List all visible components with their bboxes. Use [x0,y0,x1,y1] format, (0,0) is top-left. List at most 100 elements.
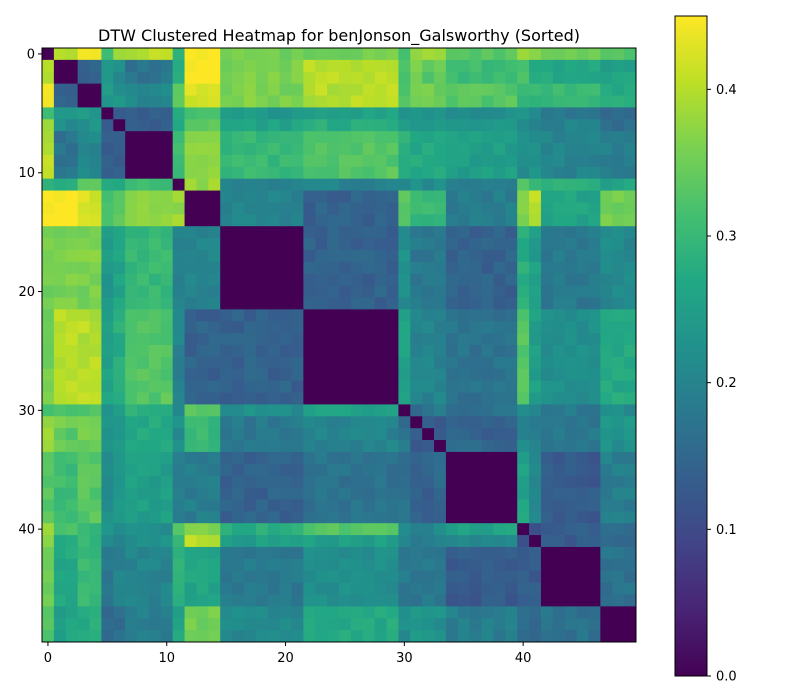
heatmap-cell [481,440,494,453]
heatmap-cell [184,630,197,643]
heatmap-cell [267,404,280,417]
heatmap-cell [624,535,637,548]
heatmap-cell [279,463,292,477]
heatmap-cell [505,261,518,275]
heatmap-cell [481,273,494,286]
heatmap-cell [612,416,625,429]
heatmap-cell [350,440,364,453]
heatmap-cell [137,238,150,251]
heatmap-cell [398,416,411,429]
heatmap-cell [434,463,447,477]
heatmap-cell [481,463,494,477]
heatmap-cell [172,630,185,643]
heatmap-cell [588,535,601,548]
heatmap-cell [410,463,423,477]
heatmap-cell [267,463,280,477]
heatmap-cell [42,499,55,512]
heatmap-cell [279,202,292,215]
heatmap-cell [529,285,542,298]
heatmap-cell [422,594,435,607]
heatmap-cell [624,451,637,465]
heatmap-cell [137,475,150,488]
heatmap-cell [101,131,114,144]
heatmap-cell [65,297,79,310]
heatmap-cell [77,214,90,227]
heatmap-cell [576,630,589,643]
heatmap-cell [588,178,601,191]
heatmap-cell [564,558,577,572]
heatmap-cell [552,511,566,524]
heatmap-cell [113,392,126,405]
heatmap-cell [624,95,637,108]
heatmap-cell [113,107,126,120]
heatmap-cell [255,71,269,85]
heatmap-cell [148,119,162,132]
heatmap-cell [386,487,399,500]
heatmap-cell [184,59,197,73]
heatmap-cell [493,630,506,643]
heatmap-cell [148,404,162,417]
heatmap-cell [540,535,554,548]
heatmap-cell [552,249,566,263]
heatmap-cell [517,499,530,512]
heatmap-cell [184,570,197,583]
heatmap-cell [434,285,447,298]
heatmap-cell [315,309,328,322]
heatmap-cell [374,368,387,382]
heatmap-cell [612,499,625,512]
heatmap-cell [113,48,126,61]
heatmap-cell [624,71,637,85]
heatmap-cell [457,249,471,263]
heatmap-cell [481,131,494,144]
heatmap-cell [42,48,55,61]
heatmap-cell [148,95,162,108]
heatmap-cell [588,154,601,168]
heatmap-cell [42,368,55,382]
heatmap-cell [243,475,257,488]
heatmap-cell [540,238,554,251]
heatmap-cell [576,523,589,536]
heatmap-cell [540,440,554,453]
heatmap-cell [42,131,55,144]
heatmap-cell [529,178,542,191]
heatmap-cell [77,345,90,358]
heatmap-cell [469,48,482,61]
heatmap-cell [160,630,174,643]
heatmap-cell [327,535,340,548]
heatmap-cell [445,166,459,180]
heatmap-cell [362,285,376,298]
heatmap-cell [529,475,542,488]
heatmap-cell [445,238,459,251]
heatmap-cell [89,582,102,595]
heatmap-cell [42,190,55,203]
heatmap-cell [65,345,79,358]
heatmap-cell [564,511,577,524]
heatmap-cell [576,368,589,382]
heatmap-cell [410,475,423,488]
heatmap-cell [125,570,138,583]
heatmap-cell [184,154,197,168]
heatmap-cell [624,83,637,96]
heatmap-cell [184,297,197,310]
heatmap-cell [445,618,459,631]
heatmap-cell [172,440,185,453]
heatmap-cell [422,392,435,405]
heatmap-cell [469,273,482,286]
heatmap-cell [410,618,423,631]
heatmap-cell [315,48,328,61]
heatmap-cell [600,630,613,643]
heatmap-cell [434,487,447,500]
heatmap-cell [42,451,55,465]
heatmap-cell [410,368,423,382]
heatmap-cell [386,594,399,607]
heatmap-cell [564,487,577,500]
heatmap-cell [255,285,269,298]
heatmap-cell [101,511,114,524]
heatmap-cell [267,59,280,73]
heatmap-cell [137,273,150,286]
heatmap-cell [493,71,506,85]
heatmap-cell [172,428,185,441]
heatmap-cell [255,606,269,619]
heatmap-cell [339,440,352,453]
heatmap-cell [184,178,197,191]
